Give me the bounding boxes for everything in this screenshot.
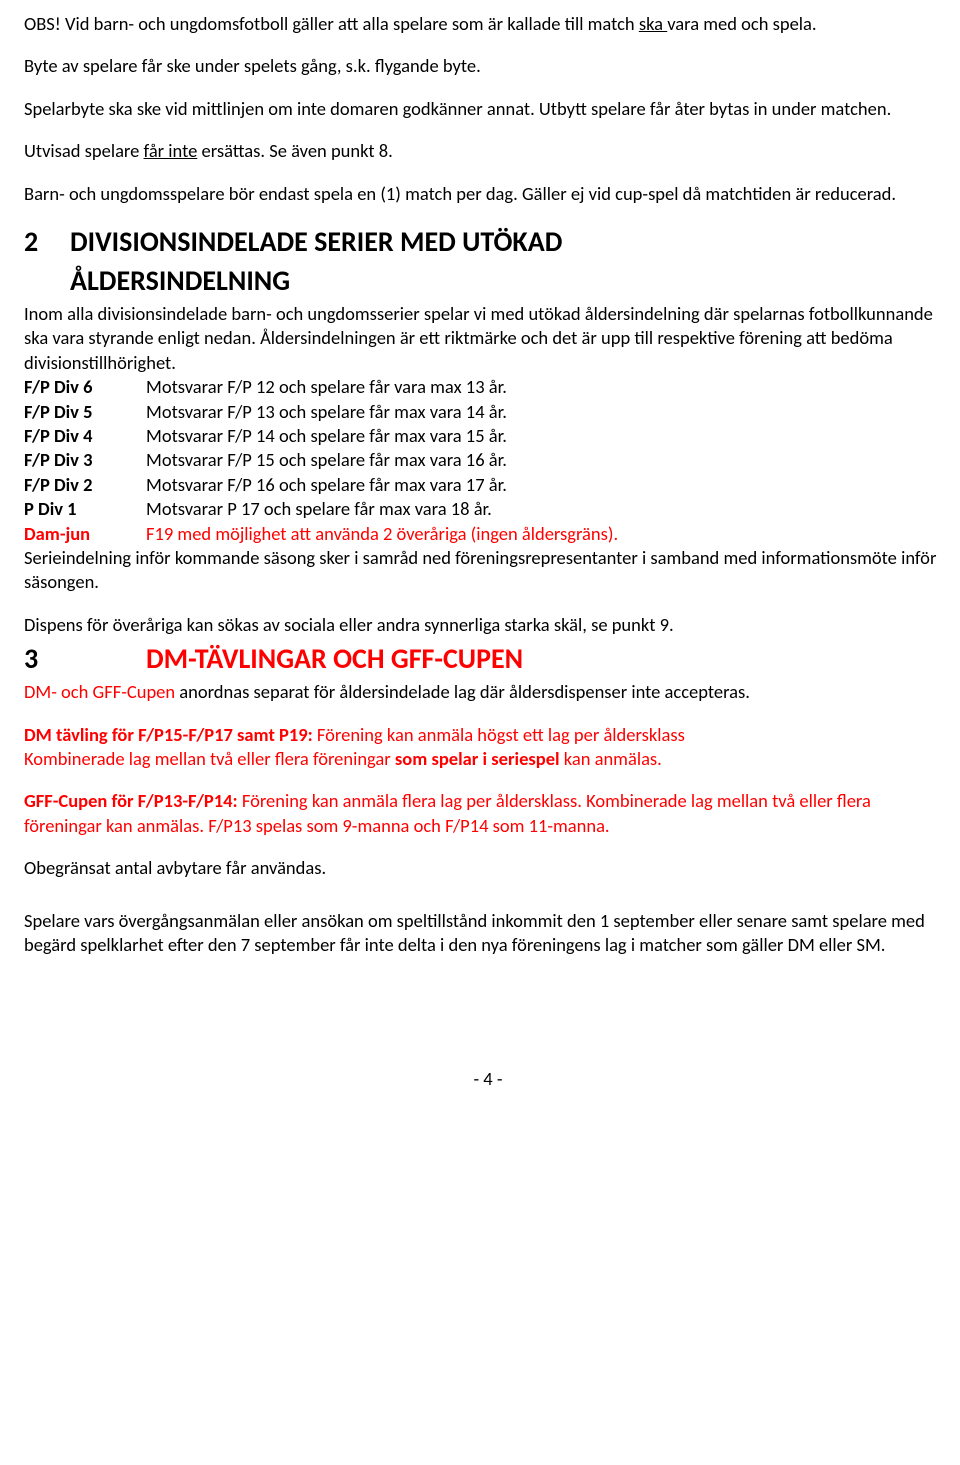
division-row: F/P Div 5Motsvarar F/P 13 och spelare få…	[24, 400, 952, 424]
text: anordnas separat för åldersindelade lag …	[175, 680, 750, 703]
section-title-line2: ÅLDERSINDELNING	[24, 263, 952, 300]
division-label: F/P Div 3	[24, 448, 146, 472]
sec2-body3: Dispens för överåriga kan sökas av socia…	[24, 613, 952, 637]
red-text: DM- och GFF-Cupen	[24, 680, 175, 703]
red-bold-text: som spelar i seriespel	[395, 747, 560, 770]
division-desc: Motsvarar F/P 14 och spelare får max var…	[146, 424, 952, 448]
page-footer: - 4 -	[24, 1067, 952, 1091]
section-number: 3	[24, 641, 146, 678]
intro-p3: Spelarbyte ska ske vid mittlinjen om int…	[24, 97, 952, 121]
text: Utvisad spelare	[24, 139, 144, 162]
intro-p2: Byte av spelare får ske under spelets gå…	[24, 54, 952, 78]
division-desc: Motsvarar F/P 12 och spelare får vara ma…	[146, 375, 952, 399]
red-text: Förening kan anmäla högst ett lag per ål…	[317, 723, 685, 746]
division-desc: Motsvarar F/P 16 och spelare får max var…	[146, 473, 952, 497]
text: vara med och spela.	[667, 12, 816, 35]
division-row: P Div 1Motsvarar P 17 och spelare får ma…	[24, 497, 952, 521]
division-desc: Motsvarar P 17 och spelare får max vara …	[146, 497, 952, 521]
division-label: F/P Div 6	[24, 375, 146, 399]
division-desc: F19 med möjlighet att använda 2 överårig…	[146, 522, 952, 546]
sec2-body2: Serieindelning inför kommande säsong ske…	[24, 546, 952, 595]
division-row: F/P Div 4Motsvarar F/P 14 och spelare få…	[24, 424, 952, 448]
division-table: F/P Div 6Motsvarar F/P 12 och spelare få…	[24, 375, 952, 546]
division-row: F/P Div 2Motsvarar F/P 16 och spelare få…	[24, 473, 952, 497]
intro-p4: Utvisad spelare får inte ersättas. Se äv…	[24, 139, 952, 163]
division-row: F/P Div 6Motsvarar F/P 12 och spelare få…	[24, 375, 952, 399]
text: ersättas. Se även punkt 8.	[197, 139, 393, 162]
division-label: Dam-jun	[24, 522, 146, 546]
text: OBS! Vid barn- och ungdomsfotboll gäller…	[24, 12, 639, 35]
red-bold-text: DM tävling för F/P15-F/P17 samt P19:	[24, 723, 317, 746]
sec3-p1: DM- och GFF-Cupen anordnas separat för å…	[24, 680, 952, 704]
section-3-heading: 3 DM-TÄVLINGAR OCH GFF-CUPEN	[24, 641, 952, 678]
underlined-text: ska	[639, 12, 667, 35]
sec2-body1: Inom alla divisionsindelade barn- och un…	[24, 302, 952, 375]
intro-p1: OBS! Vid barn- och ungdomsfotboll gäller…	[24, 12, 952, 36]
sec3-p4: Obegränsat antal avbytare får användas.	[24, 856, 952, 880]
intro-p5: Barn- och ungdomsspelare bör endast spel…	[24, 182, 952, 206]
red-text: kan anmälas.	[560, 747, 662, 770]
section-title: DM-TÄVLINGAR OCH GFF-CUPEN	[146, 641, 952, 678]
division-desc: Motsvarar F/P 15 och spelare får max var…	[146, 448, 952, 472]
section-title-line1: DIVISIONSINDELADE SERIER MED UTÖKAD	[70, 224, 952, 261]
division-label: F/P Div 2	[24, 473, 146, 497]
division-row: Dam-junF19 med möjlighet att använda 2 ö…	[24, 522, 952, 546]
sec3-p2: DM tävling för F/P15-F/P17 samt P19: För…	[24, 723, 952, 772]
sec3-p3: GFF-Cupen för F/P13-F/P14: Förening kan …	[24, 789, 952, 838]
section-2-heading: 2 DIVISIONSINDELADE SERIER MED UTÖKAD	[24, 224, 952, 261]
sec3-p5: Spelare vars övergångsanmälan eller ansö…	[24, 909, 952, 958]
section-number: 2	[24, 224, 70, 261]
division-desc: Motsvarar F/P 13 och spelare får max var…	[146, 400, 952, 424]
division-label: P Div 1	[24, 497, 146, 521]
red-text: Kombinerade lag mellan två eller flera f…	[24, 747, 395, 770]
underlined-text: får inte	[144, 139, 198, 162]
division-row: F/P Div 3Motsvarar F/P 15 och spelare få…	[24, 448, 952, 472]
red-bold-text: GFF-Cupen för F/P13-F/P14:	[24, 789, 242, 812]
division-label: F/P Div 5	[24, 400, 146, 424]
division-label: F/P Div 4	[24, 424, 146, 448]
